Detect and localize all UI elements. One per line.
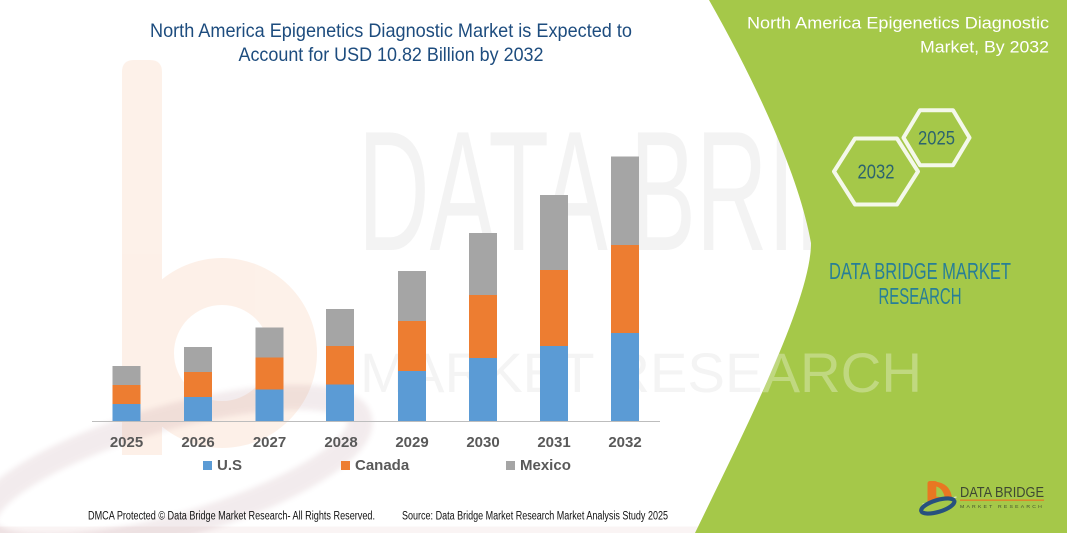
svg-text:DATA BRIDGE: DATA BRIDGE [960,484,1044,501]
svg-text:Canada: Canada [355,457,410,474]
svg-text:2032: 2032 [608,434,641,451]
svg-text:2025: 2025 [918,129,955,150]
svg-text:2032: 2032 [858,161,895,184]
svg-text:MARKET RESEARCH: MARKET RESEARCH [960,504,1044,509]
svg-text:2028: 2028 [324,434,357,451]
svg-text:North America Epigenetics Diag: North America Epigenetics Diagnostic [747,14,1050,33]
svg-text:U.S: U.S [217,457,242,474]
svg-text:2025: 2025 [110,434,143,451]
svg-text:Source: Data Bridge Market Res: Source: Data Bridge Market Research Mark… [402,511,668,523]
svg-text:North America Epigenetics Diag: North America Epigenetics Diagnostic Mar… [150,20,632,42]
svg-text:2031: 2031 [537,434,570,451]
svg-text:Market, By 2032: Market, By 2032 [920,38,1049,57]
svg-text:RESEARCH: RESEARCH [879,283,962,309]
svg-text:2030: 2030 [466,434,499,451]
svg-text:2027: 2027 [253,434,286,451]
svg-text:Mexico: Mexico [520,457,571,474]
svg-text:DMCA Protected © Data Bridge M: DMCA Protected © Data Bridge Market Rese… [88,511,375,523]
svg-text:DATA BRIDGE MARKET: DATA BRIDGE MARKET [829,258,1011,284]
svg-text:2026: 2026 [181,434,214,451]
svg-text:Account for USD 10.82 Billion: Account for USD 10.82 Billion by 2032 [239,44,544,66]
svg-text:2029: 2029 [395,434,428,451]
